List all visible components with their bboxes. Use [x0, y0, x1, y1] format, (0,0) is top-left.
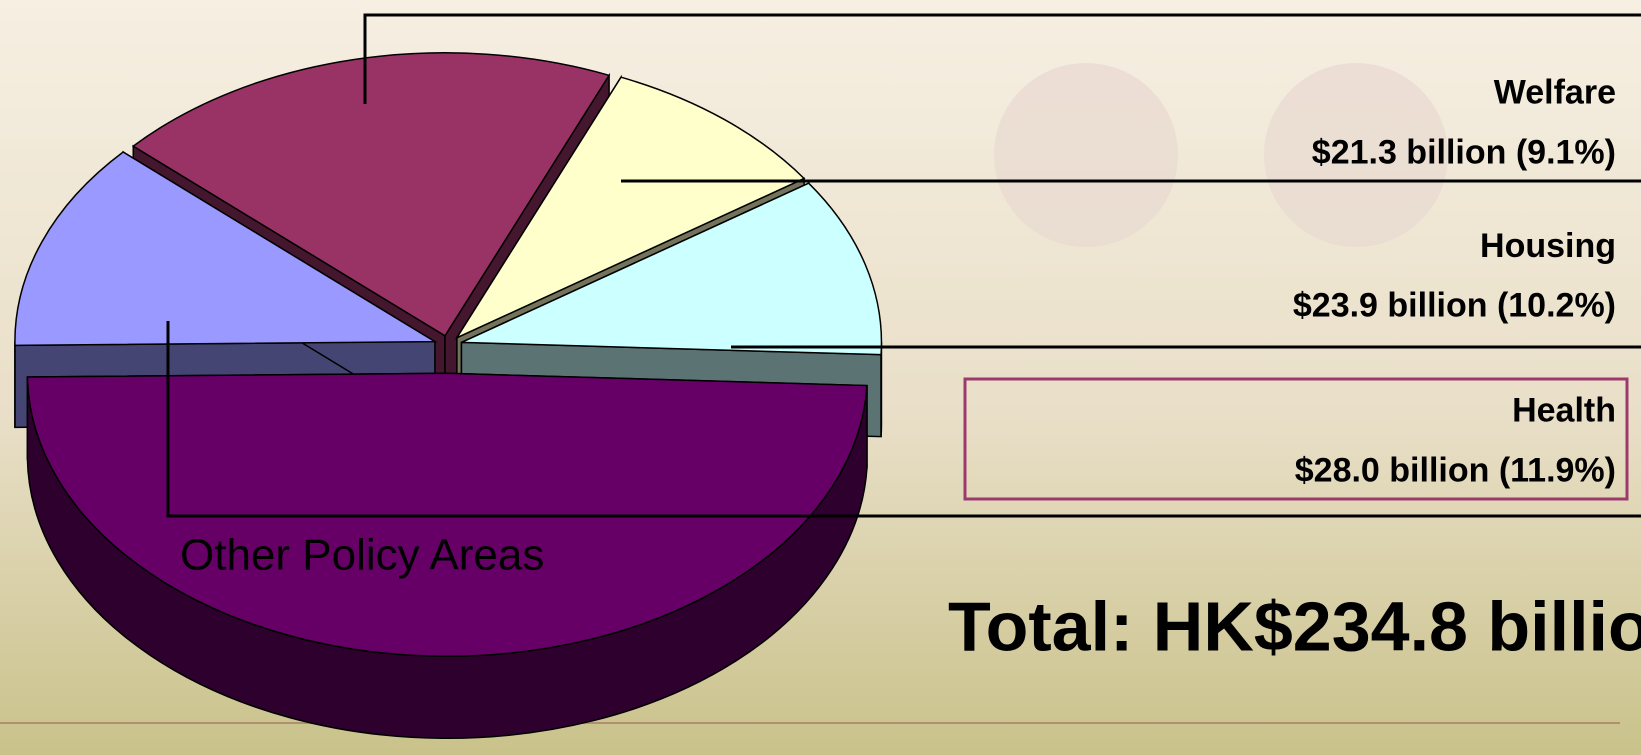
category-label: Other Policy Areas [180, 531, 544, 580]
category-label: Housing [1480, 227, 1616, 265]
value-label: $23.9 billion (10.2%) [1293, 287, 1616, 325]
pie-slice [26, 372, 868, 740]
decor-circle [994, 63, 1178, 247]
highlight-box [963, 377, 1629, 501]
slice-top [131, 52, 611, 337]
decor-circle [1264, 63, 1448, 247]
total: Total: HK$234.8 billion [948, 587, 1641, 665]
category-label: Health [1512, 392, 1616, 430]
leader-line [363, 13, 1641, 104]
slice-top [461, 182, 883, 356]
pie [14, 52, 883, 740]
leader-line [166, 321, 1641, 518]
value-label: $21.3 billion (9.1%) [1312, 133, 1616, 171]
slice-top [454, 76, 806, 340]
value-label: $28.0 billion (11.9%) [1295, 451, 1616, 489]
category-label: Welfare [1494, 73, 1616, 111]
slice-top [14, 151, 438, 347]
